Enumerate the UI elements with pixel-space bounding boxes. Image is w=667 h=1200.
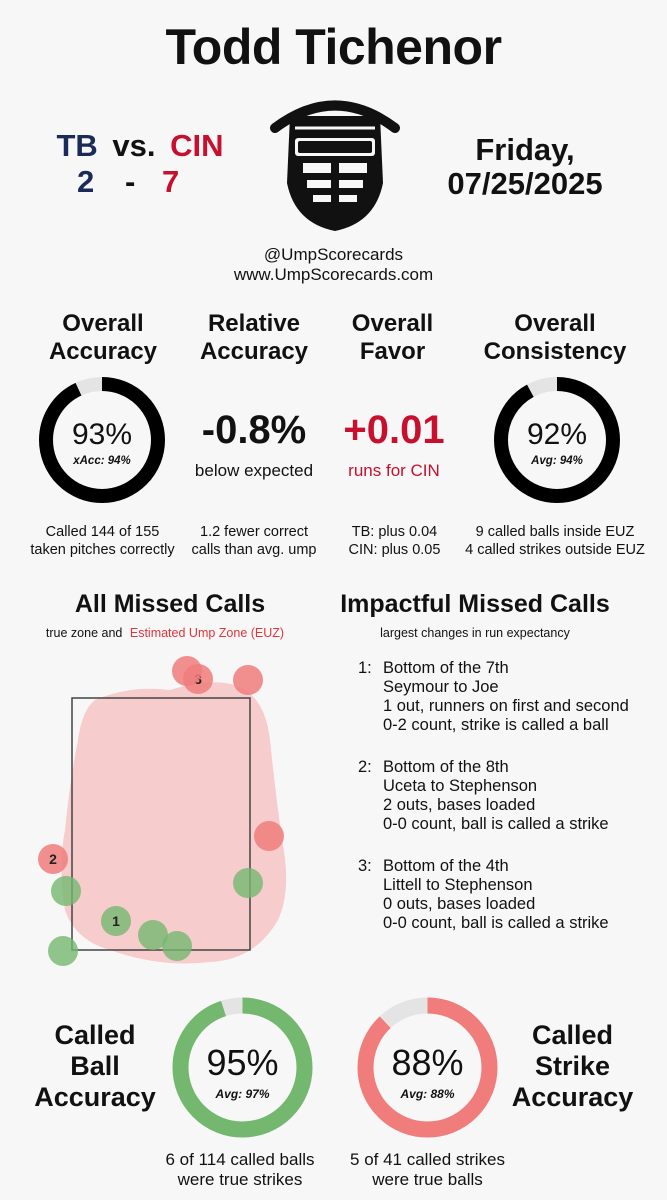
missed-call-pitch: 1 xyxy=(101,906,131,936)
called-strike-ring-fill xyxy=(357,997,498,1138)
overall-accuracy-ring-fill xyxy=(39,377,165,503)
called-ball-ring-fill xyxy=(172,997,313,1138)
relative-accuracy-title: Relative Accuracy xyxy=(199,310,309,365)
overall-consistency-value: 92% xyxy=(526,418,588,451)
missed-calls-title: All Missed Calls xyxy=(74,590,266,618)
svg-text:2: 2 xyxy=(49,851,57,867)
home-team: CIN xyxy=(170,128,224,163)
overall-accuracy-value: 93% xyxy=(71,418,133,451)
twitter-handle: @UmpScorecards xyxy=(263,245,404,264)
home-score: 7 xyxy=(162,164,180,199)
date-line-1: Friday, xyxy=(475,132,575,167)
umpire-mask-icon xyxy=(270,100,400,231)
overall-favor-title: Overall Favor xyxy=(351,310,434,365)
missed-call-pitch xyxy=(233,868,263,898)
missed-call-pitch: 2 xyxy=(38,844,68,874)
overall-consistency-ring xyxy=(494,377,620,503)
missed-call-pitch xyxy=(233,665,263,695)
missed-calls-legend: true zone and Estimated Ump Zone (EUZ) xyxy=(45,626,285,640)
called-ball-avg: Avg: 97% xyxy=(215,1087,270,1101)
away-team: TB xyxy=(56,128,98,163)
overall-accuracy-xacc: xAcc: 94% xyxy=(73,455,131,467)
away-score: 2 xyxy=(77,164,95,199)
relative-accuracy-sub: below expected xyxy=(194,461,314,480)
impactful-subtitle: largest changes in run expectancy xyxy=(380,626,570,640)
overall-accuracy-ring xyxy=(39,377,165,503)
overall-favor-footnote: TB: plus 0.04 CIN: plus 0.05 xyxy=(348,524,441,558)
score-dash: - xyxy=(125,164,136,199)
impactful-item: 1: Bottom of the 7th Seymour to Joe 1 out,… xyxy=(358,659,629,734)
missed-call-pitch xyxy=(162,931,192,961)
overall-accuracy-title: Overall Accuracy xyxy=(48,310,158,365)
called-strike-footnote: 5 of 41 called strikes were true balls xyxy=(350,1150,505,1189)
overall-consistency-avg: Avg: 94% xyxy=(531,455,583,467)
overall-consistency-footnote: 9 called balls inside EUZ 4 called strike… xyxy=(465,524,645,558)
impactful-item: 3: Bottom of the 4th Littell to Stephenso… xyxy=(358,857,609,932)
called-ball-ring xyxy=(172,997,313,1138)
website-link[interactable]: www.UmpScorecards.com xyxy=(233,265,434,284)
called-ball-title: Called Ball Accuracy xyxy=(34,1020,156,1112)
impactful-title: Impactful Missed Calls xyxy=(340,590,610,618)
missed-call-pitch xyxy=(254,821,284,851)
estimated-ump-zone xyxy=(61,682,287,964)
called-strike-avg: Avg: 88% xyxy=(400,1087,455,1101)
overall-favor-sub: runs for CIN xyxy=(348,461,440,480)
overall-favor-value: +0.01 xyxy=(343,408,445,452)
overall-consistency-ring-fill xyxy=(494,377,620,503)
missed-call-pitch xyxy=(48,936,78,966)
overall-consistency-title: Overall Consistency xyxy=(483,310,627,365)
missed-call-pitch xyxy=(172,656,202,686)
called-ball-value: 95% xyxy=(206,1042,279,1083)
missed-call-pitch xyxy=(138,920,168,950)
called-strike-ring xyxy=(357,997,498,1138)
overall-accuracy-footnote: Called 144 of 155 taken pitches correctly xyxy=(30,524,175,558)
called-strike-value: 88% xyxy=(391,1042,464,1083)
missed-call-pitch xyxy=(51,876,81,906)
matchup: TB vs. CIN xyxy=(40,128,240,164)
called-strike-title: Called Strike Accuracy xyxy=(511,1020,634,1112)
umpire-name: Todd Tichenor xyxy=(165,19,502,75)
date-line-2: 07/25/2025 xyxy=(447,166,603,201)
called-ball-footnote: 6 of 114 called balls were true strikes xyxy=(165,1150,315,1189)
true-strike-zone xyxy=(71,697,251,951)
relative-accuracy-footnote: 1.2 fewer correct calls than avg. ump xyxy=(191,524,317,558)
impactful-item: 2: Bottom of the 8th Uceta to Stephenson 2… xyxy=(358,758,609,833)
svg-text:1: 1 xyxy=(112,913,120,929)
missed-calls-plot: 321 xyxy=(38,656,287,966)
vs-label: vs. xyxy=(112,128,156,163)
relative-accuracy-value: -0.8% xyxy=(201,408,307,452)
